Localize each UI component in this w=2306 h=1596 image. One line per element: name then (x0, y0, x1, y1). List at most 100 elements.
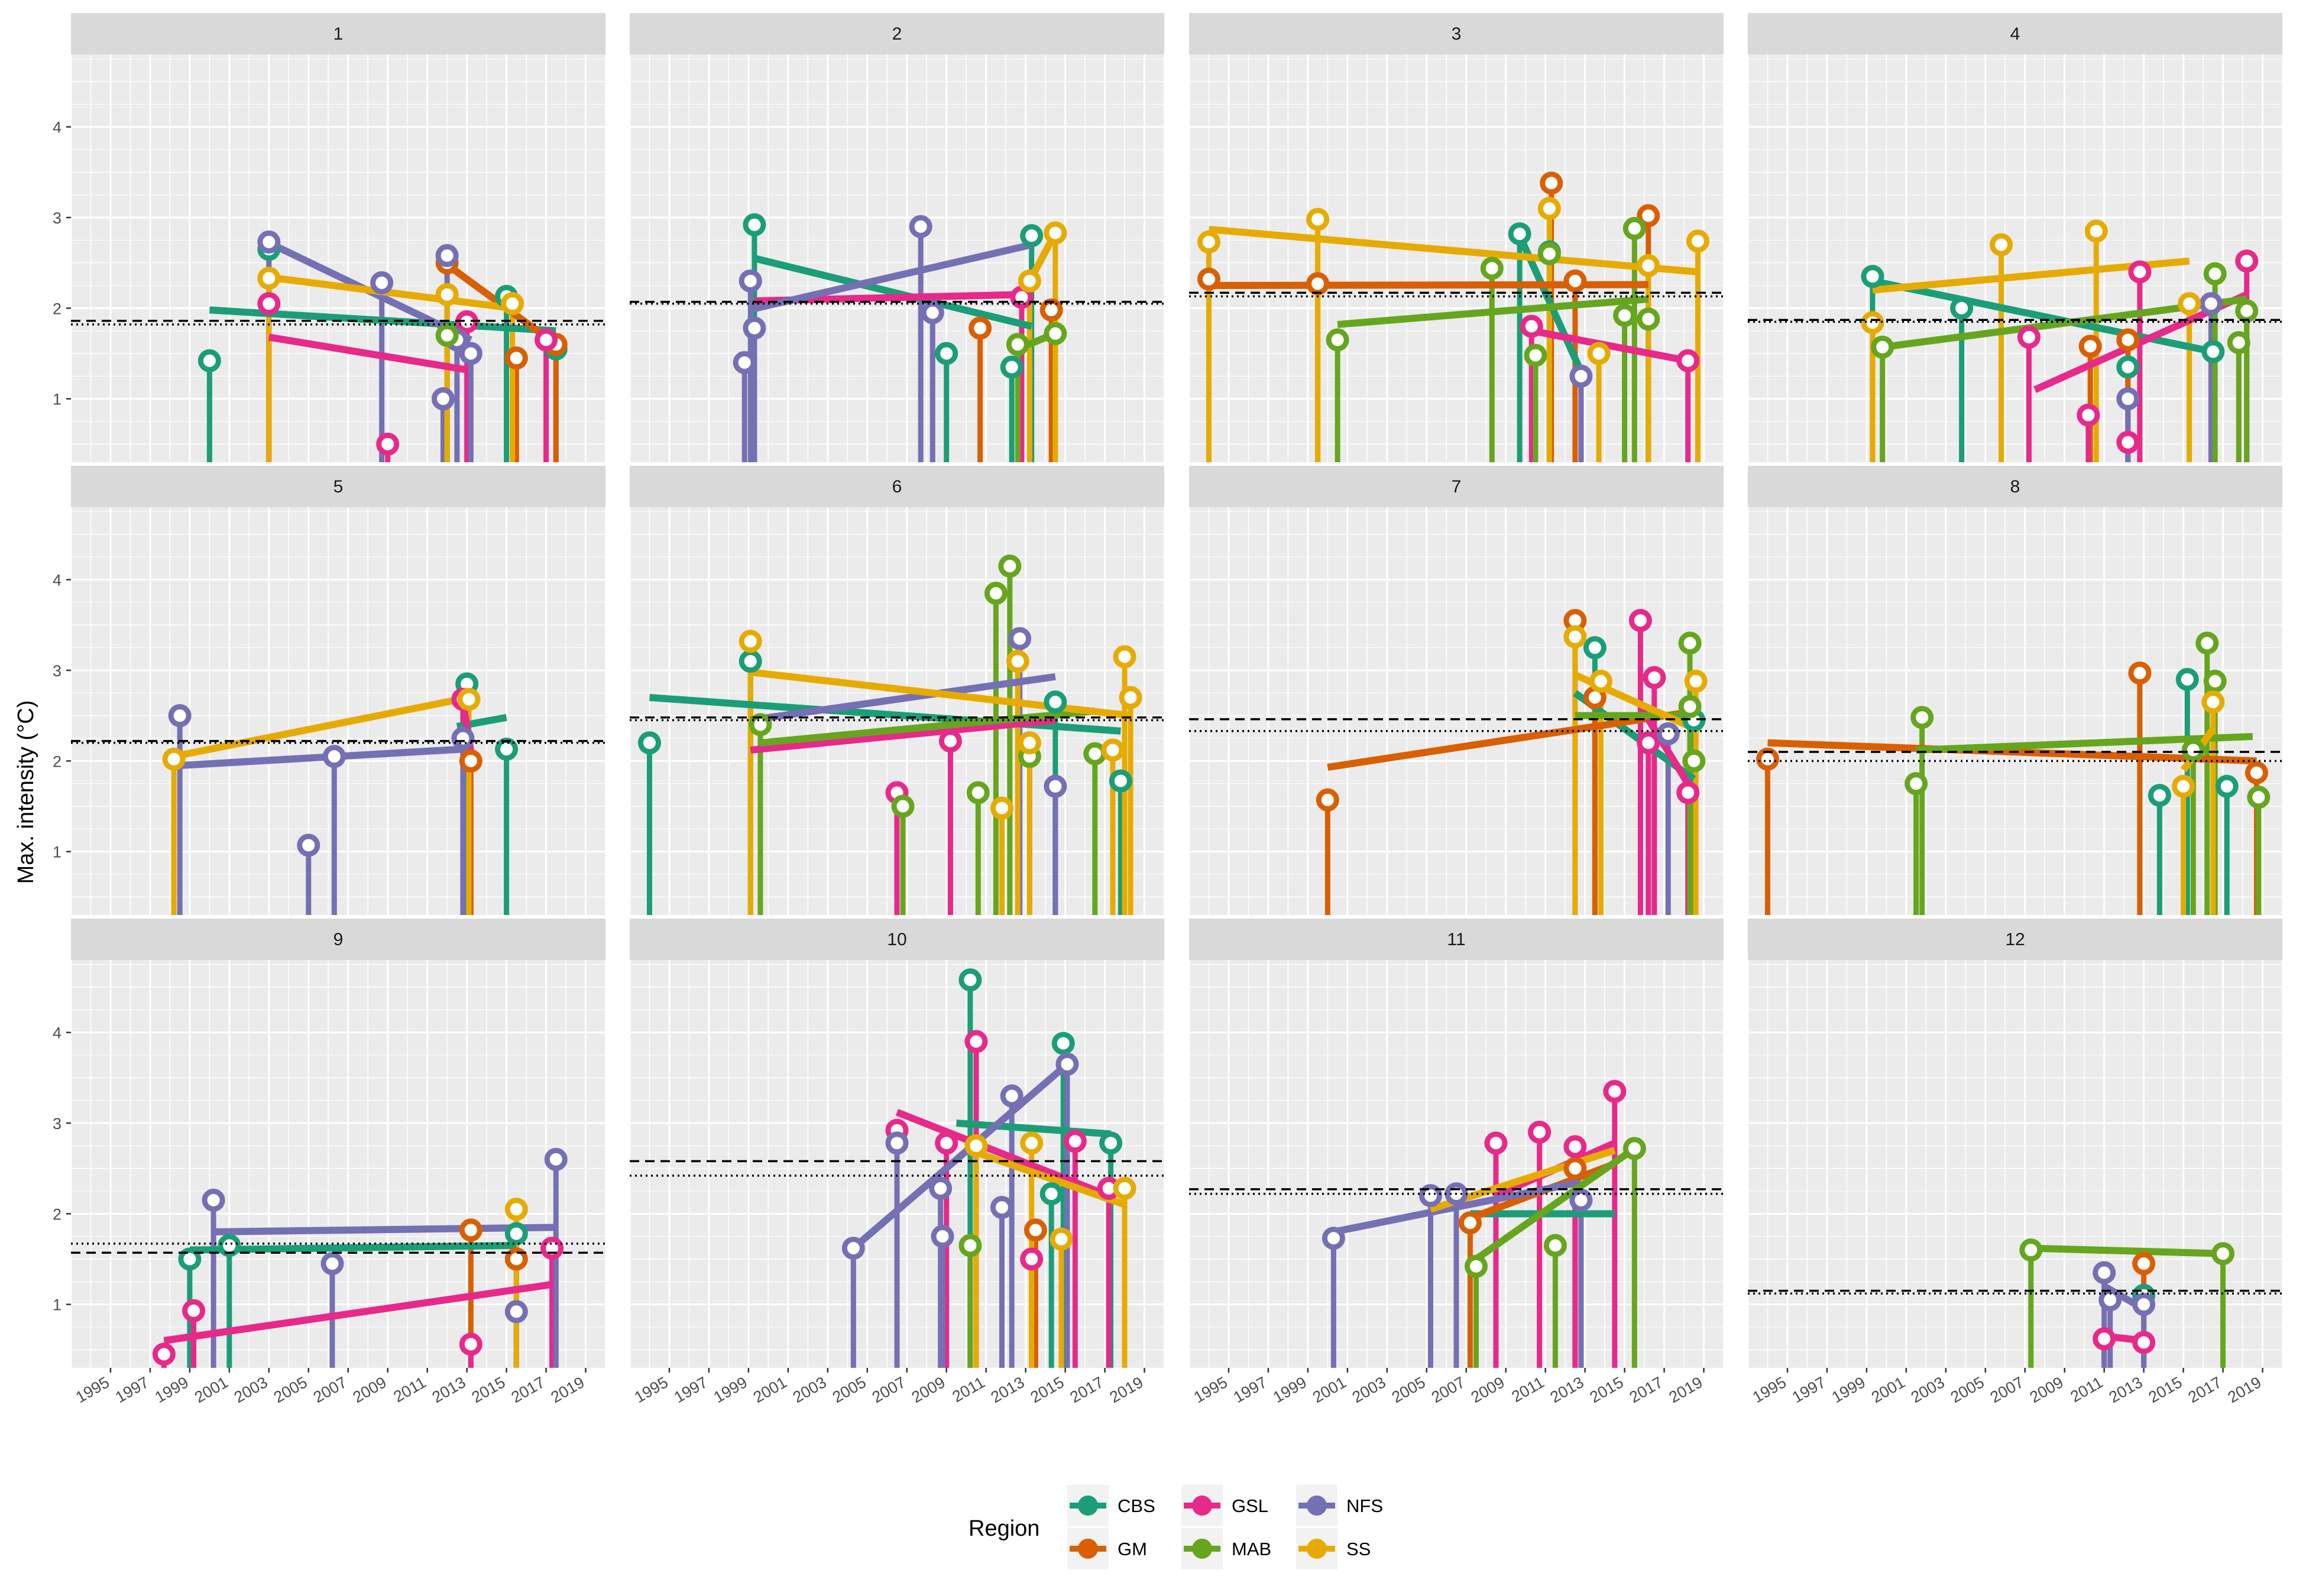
point-marker-SS (1018, 731, 1041, 755)
point-marker-SS (1113, 1176, 1136, 1200)
point-marker-MAB (1537, 242, 1561, 265)
point-marker-SS (1101, 738, 1125, 762)
point-marker-NFS (544, 1147, 568, 1171)
x-tick-label: 2007 (1987, 1373, 2027, 1406)
point-marker-CBS (2201, 340, 2225, 364)
y-tick-label: 3 (53, 209, 61, 227)
x-tick-label: 2013 (429, 1373, 469, 1406)
point-marker-SS (739, 630, 762, 653)
trend-line-MAB (2030, 1244, 2223, 1257)
point-marker-NFS (1569, 1188, 1593, 1212)
x-tick-label: 1995 (1750, 1373, 1789, 1406)
point-marker-GM (1637, 204, 1660, 228)
point-marker-MAB (1044, 322, 1067, 345)
legend-key-point (1307, 1539, 1327, 1559)
y-tick-label: 3 (53, 1115, 61, 1133)
data-marks (1189, 171, 1724, 462)
point-marker-NFS (202, 1188, 225, 1212)
trend-line-GSL (268, 333, 468, 374)
trend-line-NFS (750, 673, 1056, 724)
legend-label: GM (1118, 1539, 1147, 1559)
plot-background (1189, 507, 1724, 915)
facet-strip (630, 919, 1164, 960)
point-marker-GM (2078, 335, 2102, 358)
y-tick-label: 2 (53, 752, 61, 770)
point-marker-MAB (1613, 304, 1637, 327)
trend-line-SS (1208, 225, 1698, 275)
point-marker-GSL (1628, 609, 1652, 632)
point-marker-NFS (1000, 1084, 1024, 1108)
plot-background (630, 54, 1164, 462)
trend-line-CBS (1871, 277, 2214, 355)
gridlines (70, 507, 606, 915)
x-tick-label: 2003 (790, 1373, 830, 1406)
x-tick-label: 2007 (869, 1373, 909, 1406)
point-marker-GSL (1063, 1130, 1087, 1153)
point-marker-NFS (459, 342, 482, 365)
point-marker-MAB (2235, 299, 2259, 323)
x-tick-label: 2017 (2185, 1373, 2225, 1406)
x-tick-label: 2019 (548, 1373, 587, 1406)
point-marker-GM (1563, 1157, 1587, 1180)
point-marker-NFS (909, 215, 932, 238)
x-tick-label: 1995 (631, 1373, 671, 1406)
point-marker-GSL (1603, 1079, 1627, 1103)
x-tick-label: 1997 (1789, 1373, 1829, 1406)
point-marker-GSL (935, 1131, 958, 1155)
point-marker-SS (435, 283, 459, 306)
x-tick-label: 2011 (1508, 1373, 1547, 1406)
y-tick-label: 4 (53, 1024, 61, 1042)
point-marker-NFS (370, 271, 394, 294)
facet-strip (71, 13, 605, 54)
point-marker-GSL (1528, 1120, 1552, 1144)
x-tick-label: 2005 (1389, 1373, 1429, 1406)
point-marker-GM (504, 346, 528, 370)
x-tick-label: 2017 (509, 1373, 548, 1406)
point-marker-SS (501, 292, 524, 316)
x-tick-label: 2019 (2224, 1373, 2264, 1406)
gridlines (1747, 960, 2283, 1368)
point-marker-GM (1458, 1211, 1482, 1235)
point-marker-SS (1684, 669, 1708, 693)
data-marks (1189, 609, 1724, 915)
point-marker-MAB (1910, 706, 1934, 729)
point-marker-MAB (1678, 695, 1702, 718)
point-marker-GM (2245, 761, 2268, 784)
x-tick-label: 2015 (1028, 1373, 1067, 1406)
point-marker-GSL (152, 1342, 176, 1366)
x-tick-label: 2001 (750, 1373, 790, 1406)
x-tick-label: 2013 (2106, 1373, 2146, 1406)
x-tick-label: 1999 (1829, 1373, 1868, 1406)
point-marker-NFS (2093, 1261, 2116, 1284)
x-tick-label: 1997 (112, 1373, 152, 1406)
legend-label: CBS (1118, 1496, 1155, 1516)
point-marker-GSL (535, 328, 558, 352)
trend-line-GSL (895, 1109, 1110, 1199)
x-tick-label: 2011 (390, 1373, 429, 1406)
point-marker-MAB (1464, 1254, 1488, 1278)
point-marker-GSL (1520, 314, 1543, 338)
legend-key-point (1192, 1539, 1212, 1559)
facet-strip-label: 11 (1447, 930, 1465, 949)
data-marks (1748, 1238, 2282, 1368)
point-marker-MAB (2195, 631, 2219, 655)
point-marker-NFS (322, 745, 346, 768)
data-marks (1748, 631, 2282, 915)
point-marker-CBS (197, 349, 221, 372)
point-marker-SS (1637, 254, 1660, 277)
point-marker-GSL (182, 1299, 206, 1322)
trend-line-GSL (1637, 705, 1691, 786)
plot-background (1748, 960, 2282, 1368)
point-marker-CBS (743, 213, 766, 236)
point-marker-MAB (1682, 749, 1706, 773)
point-marker-SS (1050, 1227, 1073, 1251)
facet-strip (1189, 466, 1724, 507)
point-marker-GM (459, 749, 482, 773)
point-marker-SS (1020, 1131, 1044, 1155)
point-marker-SS (2178, 292, 2201, 316)
data-marks (630, 213, 1164, 462)
point-marker-MAB (1905, 772, 1928, 796)
point-marker-GSL (2116, 430, 2140, 454)
y-tick-label: 4 (53, 572, 61, 589)
